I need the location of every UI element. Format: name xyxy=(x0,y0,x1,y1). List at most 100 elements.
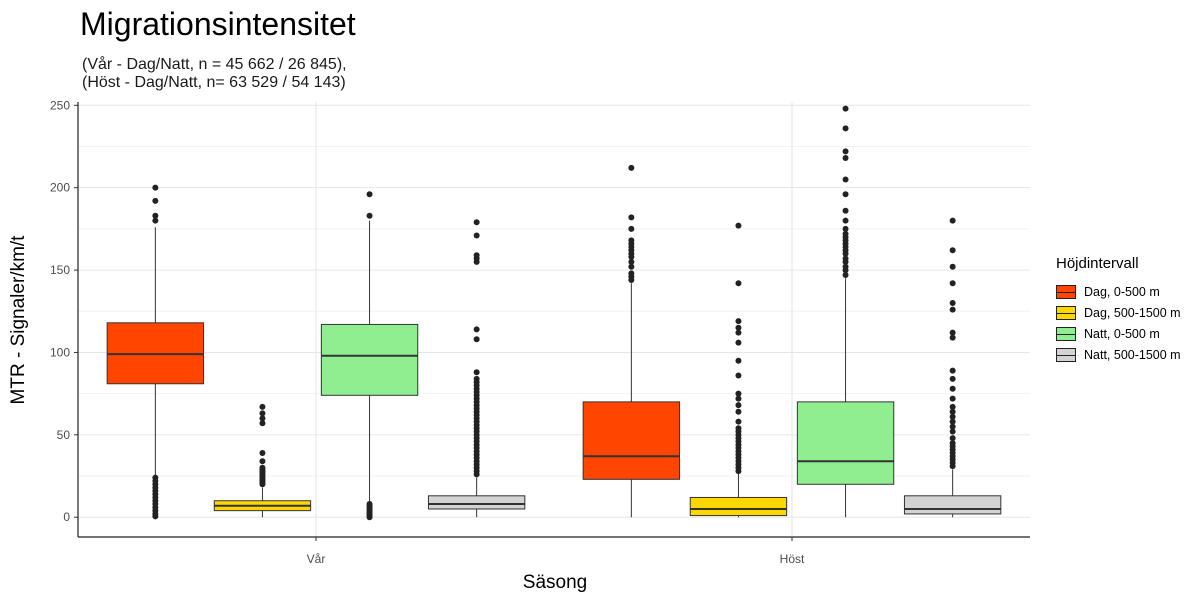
outlier-point xyxy=(152,474,159,481)
outlier-point xyxy=(949,428,956,435)
outlier-point xyxy=(152,212,159,219)
outlier-point xyxy=(259,420,266,427)
box-body xyxy=(427,495,526,510)
outlier-point xyxy=(842,148,849,155)
outlier-point xyxy=(842,125,849,132)
outlier-point xyxy=(735,372,742,379)
x-axis-title: Säsong xyxy=(523,572,587,593)
outlier-point xyxy=(152,197,159,204)
box-0-1 xyxy=(582,164,681,518)
outlier-point xyxy=(259,415,266,422)
outlier-point xyxy=(735,390,742,397)
outlier-point xyxy=(949,280,956,287)
outlier-point xyxy=(628,164,635,171)
x-tick-label: Vår xyxy=(307,552,326,566)
legend-label: Dag, 0-500 m xyxy=(1084,284,1160,299)
outlier-point xyxy=(842,217,849,224)
y-tick-label: 250 xyxy=(50,98,70,112)
outlier-point xyxy=(259,458,266,465)
outlier-point xyxy=(842,263,849,270)
outlier-point xyxy=(842,105,849,112)
outlier-point xyxy=(949,413,956,420)
outlier-point xyxy=(949,300,956,307)
outlier-point xyxy=(259,449,266,456)
subtitle-line-1: (Vår - Dag/Natt, n = 45 662 / 26 845), xyxy=(82,56,347,73)
outlier-point xyxy=(473,369,480,376)
grid-lines xyxy=(78,102,1030,537)
outlier-point xyxy=(735,357,742,364)
outlier-point xyxy=(949,440,956,447)
outlier-point xyxy=(628,214,635,221)
legend-key-dag-500-1500 xyxy=(1056,305,1076,320)
legend-label: Natt, 0-500 m xyxy=(1084,326,1160,341)
outlier-point xyxy=(949,375,956,382)
outlier-point xyxy=(949,329,956,336)
outlier-point xyxy=(473,232,480,239)
outlier-point xyxy=(473,336,480,343)
box-3-1 xyxy=(903,217,1002,518)
legend-key-natt-0-500 xyxy=(1056,326,1076,341)
box-3-0 xyxy=(427,219,526,518)
y-tick-label: 0 xyxy=(63,510,70,524)
box-plot: 0 50 100 150 200 250 Vår Höst Säsong MTR - Sign… xyxy=(8,98,1030,593)
outlier-point xyxy=(735,329,742,336)
axes: 0 50 100 150 200 250 Vår Höst xyxy=(50,98,1030,566)
chart-title: Migrationsintensitet xyxy=(80,6,356,42)
y-axis-title: MTR - Signaler/km/t xyxy=(8,235,29,405)
outlier-point xyxy=(628,263,635,270)
outlier-point xyxy=(842,176,849,183)
legend-item-dag-500-1500: Dag, 500-1500 m xyxy=(1056,302,1181,323)
legend-key-dag-0-500 xyxy=(1056,284,1076,299)
outlier-point xyxy=(735,339,742,346)
outlier-point xyxy=(735,402,742,409)
outlier-point xyxy=(152,184,159,191)
outlier-point xyxy=(949,217,956,224)
outlier-point xyxy=(949,435,956,442)
x-tick-label: Höst xyxy=(780,552,805,566)
outlier-point xyxy=(842,225,849,232)
box-body xyxy=(320,323,419,396)
outlier-point xyxy=(735,280,742,287)
outlier-point xyxy=(628,258,635,265)
outlier-point xyxy=(949,408,956,415)
outlier-point xyxy=(259,410,266,417)
box-body xyxy=(689,496,788,517)
outlier-point xyxy=(949,385,956,392)
legend-label: Natt, 500-1500 m xyxy=(1084,347,1181,362)
chart-subtitle: (Vår - Dag/Natt, n = 45 662 / 26 845), (… xyxy=(82,56,347,92)
box-body xyxy=(903,495,1002,515)
legend-item-dag-0-500: Dag, 0-500 m xyxy=(1056,281,1181,302)
outlier-point xyxy=(735,418,742,425)
y-tick-label: 200 xyxy=(50,181,70,195)
box-2-0 xyxy=(320,191,419,521)
legend: Höjdintervall Dag, 0-500 m Dag, 500-1500… xyxy=(1056,255,1181,365)
outlier-point xyxy=(842,191,849,198)
outlier-point xyxy=(473,326,480,333)
legend-label: Dag, 500-1500 m xyxy=(1084,305,1181,320)
outlier-point xyxy=(949,306,956,313)
outlier-point xyxy=(949,334,956,341)
outlier-point xyxy=(842,272,849,279)
outlier-point xyxy=(735,318,742,325)
outlier-point xyxy=(366,191,373,198)
legend-title: Höjdintervall xyxy=(1056,255,1139,272)
box-2-1 xyxy=(796,105,895,518)
legend-item-natt-0-500: Natt, 0-500 m xyxy=(1056,323,1181,344)
outlier-point xyxy=(842,230,849,237)
outlier-point xyxy=(735,395,742,402)
outlier-point xyxy=(735,324,742,331)
outlier-point xyxy=(366,501,373,508)
box-body xyxy=(796,401,895,485)
outlier-point xyxy=(259,403,266,410)
outlier-point xyxy=(842,255,849,262)
y-tick-label: 100 xyxy=(50,345,70,359)
legend-key-natt-500-1500 xyxy=(1056,347,1076,362)
box-0-0 xyxy=(106,184,205,520)
box-1-1 xyxy=(689,222,788,518)
outlier-point xyxy=(628,225,635,232)
outlier-point xyxy=(842,155,849,162)
outlier-point xyxy=(949,418,956,425)
outlier-point xyxy=(473,219,480,226)
box-1-0 xyxy=(213,403,312,518)
outlier-point xyxy=(473,375,480,382)
